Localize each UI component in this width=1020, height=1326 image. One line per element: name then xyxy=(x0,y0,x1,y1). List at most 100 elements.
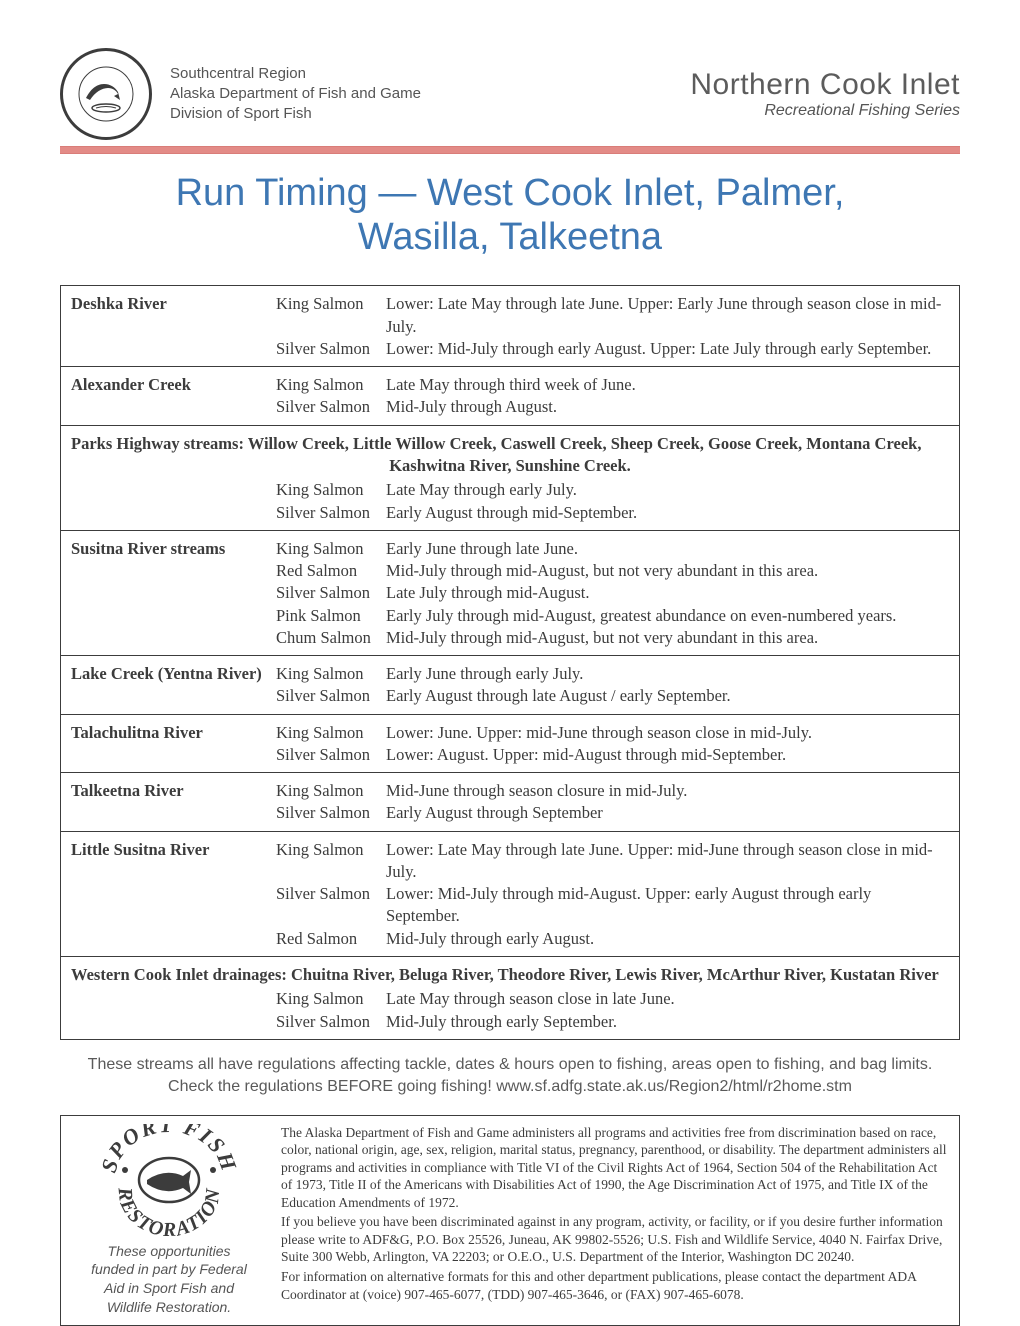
location-name xyxy=(71,744,276,766)
location-name xyxy=(71,338,276,360)
dept-division: Division of Sport Fish xyxy=(170,104,421,124)
timing-text: Lower: Mid-July through mid-August. Uppe… xyxy=(386,883,949,928)
timing-text: Lower: Late May through late June. Upper… xyxy=(386,293,949,338)
dept-name: Alaska Department of Fish and Game xyxy=(170,84,421,104)
species-name: King Salmon xyxy=(276,479,386,501)
species-name: Silver Salmon xyxy=(276,582,386,604)
location-section: Susitna River streamsKing SalmonEarly Ju… xyxy=(61,531,959,656)
timing-text: Mid-June through season closure in mid-J… xyxy=(386,780,949,802)
svg-text:RESTORATION: RESTORATION xyxy=(113,1185,224,1235)
location-name: Alexander Creek xyxy=(71,374,276,396)
location-name: Talachulitna River xyxy=(71,722,276,744)
location-section: Deshka RiverKing SalmonLower: Late May t… xyxy=(61,286,959,367)
timing-row: King SalmonLate May through season close… xyxy=(71,988,949,1010)
location-section: Western Cook Inlet drainages: Chuitna Ri… xyxy=(61,957,959,1039)
series-title: Northern Cook Inlet xyxy=(690,68,960,102)
footer-legal-text: The Alaska Department of Fish and Game a… xyxy=(281,1124,947,1318)
species-name: King Salmon xyxy=(276,293,386,338)
regulations-notice: These streams all have regulations affec… xyxy=(60,1054,960,1099)
timing-text: Early August through September xyxy=(386,802,949,824)
series-block: Northern Cook Inlet Recreational Fishing… xyxy=(690,68,960,120)
species-name: Silver Salmon xyxy=(276,744,386,766)
timing-text: Mid-July through early August. xyxy=(386,928,949,950)
species-name: Silver Salmon xyxy=(276,883,386,928)
timing-row: Silver SalmonMid-July through August. xyxy=(71,396,949,418)
sport-fish-restoration-icon: SPORT FISH RESTORATION xyxy=(99,1124,239,1236)
footer-funding-block: SPORT FISH RESTORATION These opportuniti… xyxy=(73,1124,265,1318)
timing-text: Early July through mid-August, greatest … xyxy=(386,605,949,627)
timing-row: Red SalmonMid-July through mid-August, b… xyxy=(71,560,949,582)
dept-region: Southcentral Region xyxy=(170,64,421,84)
timing-text: Mid-July through mid-August, but not ver… xyxy=(386,627,949,649)
timing-text: Lower: Mid-July through early August. Up… xyxy=(386,338,949,360)
timing-text: Mid-July through mid-August, but not ver… xyxy=(386,560,949,582)
timing-row: Talachulitna RiverKing SalmonLower: June… xyxy=(71,722,949,744)
timing-row: Susitna River streamsKing SalmonEarly Ju… xyxy=(71,538,949,560)
timing-row: Deshka RiverKing SalmonLower: Late May t… xyxy=(71,293,949,338)
timing-row: Alexander CreekKing SalmonLate May throu… xyxy=(71,374,949,396)
location-name xyxy=(71,560,276,582)
species-name: Chum Salmon xyxy=(276,627,386,649)
timing-row: Lake Creek (Yentna River)King SalmonEarl… xyxy=(71,663,949,685)
timing-row: Talkeetna RiverKing SalmonMid-June throu… xyxy=(71,780,949,802)
species-name: Silver Salmon xyxy=(276,338,386,360)
location-name: Talkeetna River xyxy=(71,780,276,802)
location-name: Susitna River streams xyxy=(71,538,276,560)
species-name: King Salmon xyxy=(276,780,386,802)
location-section: Alexander CreekKing SalmonLate May throu… xyxy=(61,367,959,426)
page-header: Southcentral Region Alaska Department of… xyxy=(60,48,960,140)
species-name: Silver Salmon xyxy=(276,502,386,524)
location-name: Little Susitna River xyxy=(71,839,276,884)
run-timing-table: Deshka RiverKing SalmonLower: Late May t… xyxy=(60,285,960,1039)
location-name xyxy=(71,883,276,928)
species-name: Silver Salmon xyxy=(276,802,386,824)
department-block: Southcentral Region Alaska Department of… xyxy=(170,64,421,125)
timing-text: Early June through late June. xyxy=(386,538,949,560)
timing-text: Lower: August. Upper: mid-August through… xyxy=(386,744,949,766)
location-name xyxy=(71,627,276,649)
timing-row: Silver SalmonLower: August. Upper: mid-A… xyxy=(71,744,949,766)
location-name: Deshka River xyxy=(71,293,276,338)
timing-row: Chum SalmonMid-July through mid-August, … xyxy=(71,627,949,649)
section-note: Western Cook Inlet drainages: Chuitna Ri… xyxy=(71,964,949,986)
timing-row: Silver SalmonEarly August through Septem… xyxy=(71,802,949,824)
species-name: King Salmon xyxy=(276,538,386,560)
timing-text: Early August through late August / early… xyxy=(386,685,949,707)
species-name: Red Salmon xyxy=(276,560,386,582)
location-section: Talachulitna RiverKing SalmonLower: June… xyxy=(61,715,959,774)
timing-row: Silver SalmonMid-July through early Sept… xyxy=(71,1011,949,1033)
timing-row: King SalmonLate May through early July. xyxy=(71,479,949,501)
svg-text:SPORT FISH: SPORT FISH xyxy=(99,1124,239,1175)
location-name xyxy=(71,396,276,418)
timing-text: Early June through early July. xyxy=(386,663,949,685)
location-section: Lake Creek (Yentna River)King SalmonEarl… xyxy=(61,656,959,715)
location-name xyxy=(71,1011,276,1033)
location-section: Parks Highway streams: Willow Creek, Lit… xyxy=(61,426,959,531)
state-seal-icon xyxy=(60,48,152,140)
timing-text: Lower: Late May through late June. Upper… xyxy=(386,839,949,884)
timing-text: Early August through mid-September. xyxy=(386,502,949,524)
section-note: Parks Highway streams: Willow Creek, Lit… xyxy=(71,433,949,455)
timing-text: Lower: June. Upper: mid-June through sea… xyxy=(386,722,949,744)
timing-text: Late May through season close in late Ju… xyxy=(386,988,949,1010)
page-title: Run Timing — West Cook Inlet, Palmer, Wa… xyxy=(60,172,960,259)
location-section: Little Susitna RiverKing SalmonLower: La… xyxy=(61,832,959,957)
species-name: King Salmon xyxy=(276,663,386,685)
species-name: King Salmon xyxy=(276,374,386,396)
section-note-line2: Kashwitna River, Sunshine Creek. xyxy=(71,455,949,477)
location-name xyxy=(71,685,276,707)
timing-text: Late May through third week of June. xyxy=(386,374,949,396)
location-name xyxy=(71,502,276,524)
divider-bar xyxy=(60,146,960,154)
location-name xyxy=(71,605,276,627)
timing-row: Red SalmonMid-July through early August. xyxy=(71,928,949,950)
timing-text: Late May through early July. xyxy=(386,479,949,501)
footer-para-1: The Alaska Department of Fish and Game a… xyxy=(281,1124,947,1212)
timing-row: Silver SalmonLate July through mid-Augus… xyxy=(71,582,949,604)
species-name: Red Salmon xyxy=(276,928,386,950)
timing-row: Silver SalmonEarly August through mid-Se… xyxy=(71,502,949,524)
location-name xyxy=(71,988,276,1010)
species-name: King Salmon xyxy=(276,988,386,1010)
species-name: Pink Salmon xyxy=(276,605,386,627)
timing-row: Silver SalmonEarly August through late A… xyxy=(71,685,949,707)
